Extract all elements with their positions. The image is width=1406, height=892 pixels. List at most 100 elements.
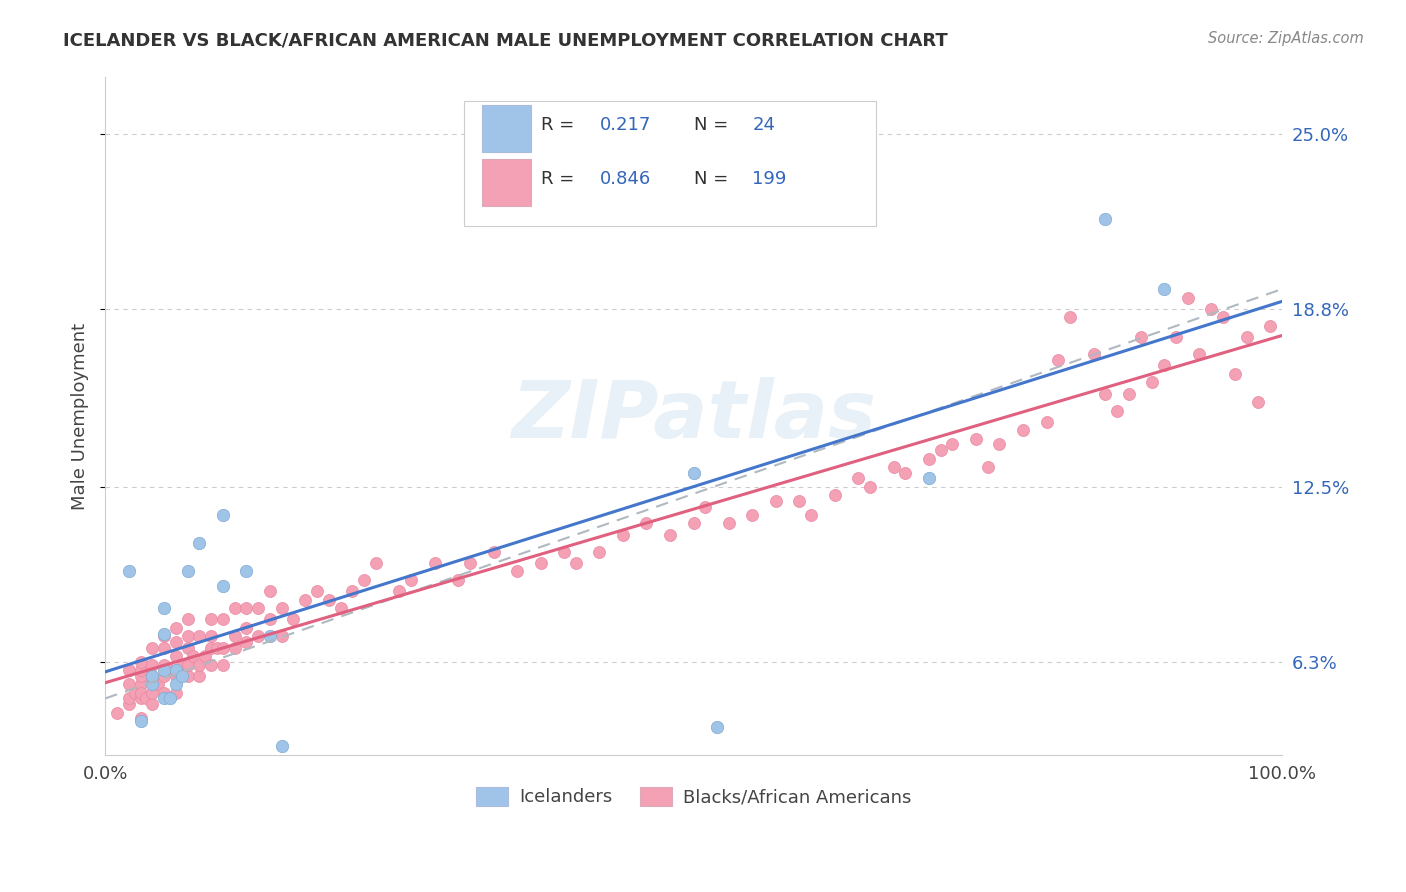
Point xyxy=(894,466,917,480)
Point xyxy=(447,573,470,587)
Point xyxy=(105,706,128,720)
Text: N =: N = xyxy=(693,170,734,188)
Point xyxy=(176,629,198,643)
Point xyxy=(259,629,281,643)
Point xyxy=(741,508,763,522)
Y-axis label: Male Unemployment: Male Unemployment xyxy=(72,323,89,509)
Point xyxy=(153,691,176,706)
Point xyxy=(200,640,222,655)
Point xyxy=(1059,310,1081,325)
Point xyxy=(682,516,704,531)
Point xyxy=(270,601,292,615)
Point xyxy=(129,691,152,706)
Point xyxy=(918,451,941,466)
Point xyxy=(141,669,163,683)
Point xyxy=(283,612,305,626)
Point xyxy=(1094,386,1116,401)
FancyBboxPatch shape xyxy=(482,159,531,206)
FancyBboxPatch shape xyxy=(482,105,531,152)
Point xyxy=(329,601,352,615)
Text: 24: 24 xyxy=(752,116,775,134)
Point xyxy=(800,508,823,522)
Point xyxy=(1236,330,1258,344)
Point xyxy=(200,657,222,672)
Point xyxy=(706,720,728,734)
Text: R =: R = xyxy=(540,170,579,188)
Point xyxy=(165,686,187,700)
Point xyxy=(224,640,246,655)
Point xyxy=(153,626,176,640)
Point xyxy=(135,691,157,706)
Point xyxy=(342,584,364,599)
Point xyxy=(988,437,1011,451)
Point xyxy=(153,657,176,672)
Point xyxy=(423,556,446,570)
Point xyxy=(124,686,146,700)
Point xyxy=(482,544,505,558)
Point xyxy=(165,669,187,683)
Point xyxy=(247,601,270,615)
Point xyxy=(146,677,169,691)
Point xyxy=(188,657,211,672)
Point xyxy=(1142,376,1164,390)
Point xyxy=(118,663,141,677)
Point xyxy=(153,663,176,677)
Point xyxy=(141,669,163,683)
Text: 0.846: 0.846 xyxy=(599,170,651,188)
Point xyxy=(188,629,211,643)
Point xyxy=(1223,367,1246,381)
Point xyxy=(529,556,551,570)
Point xyxy=(165,677,187,691)
Point xyxy=(612,527,634,541)
Point xyxy=(153,601,176,615)
Point xyxy=(176,657,198,672)
Point xyxy=(1118,386,1140,401)
Point xyxy=(1083,347,1105,361)
Point xyxy=(118,565,141,579)
Point xyxy=(1153,282,1175,296)
Point xyxy=(1153,359,1175,373)
Point xyxy=(506,565,529,579)
Point xyxy=(165,621,187,635)
Point xyxy=(129,686,152,700)
Point xyxy=(305,584,328,599)
Point xyxy=(141,640,163,655)
Point xyxy=(165,649,187,664)
Point xyxy=(846,471,869,485)
Point xyxy=(159,663,181,677)
Point xyxy=(588,544,610,558)
Point xyxy=(941,437,963,451)
Point xyxy=(153,629,176,643)
Point xyxy=(141,686,163,700)
Point xyxy=(176,612,198,626)
Point xyxy=(159,691,181,706)
Point xyxy=(929,443,952,458)
Point xyxy=(1035,415,1057,429)
Point xyxy=(659,527,682,541)
Point xyxy=(212,578,235,592)
Point xyxy=(183,649,205,664)
Text: ZIPatlas: ZIPatlas xyxy=(510,377,876,455)
Point xyxy=(1047,352,1070,367)
Point xyxy=(1164,330,1187,344)
Point xyxy=(194,649,217,664)
Point xyxy=(565,556,588,570)
Point xyxy=(129,714,152,728)
Point xyxy=(165,663,187,677)
Text: 199: 199 xyxy=(752,170,787,188)
Point xyxy=(176,669,198,683)
Point xyxy=(176,640,198,655)
Text: R =: R = xyxy=(540,116,579,134)
Point xyxy=(247,629,270,643)
Point xyxy=(212,612,235,626)
Point xyxy=(259,584,281,599)
Point xyxy=(353,573,375,587)
Point xyxy=(270,739,292,754)
Legend: Icelanders, Blacks/African Americans: Icelanders, Blacks/African Americans xyxy=(468,780,918,814)
Point xyxy=(789,493,811,508)
Point xyxy=(318,592,340,607)
Text: ICELANDER VS BLACK/AFRICAN AMERICAN MALE UNEMPLOYMENT CORRELATION CHART: ICELANDER VS BLACK/AFRICAN AMERICAN MALE… xyxy=(63,31,948,49)
Point xyxy=(141,677,163,691)
Point xyxy=(859,480,882,494)
Point xyxy=(224,601,246,615)
